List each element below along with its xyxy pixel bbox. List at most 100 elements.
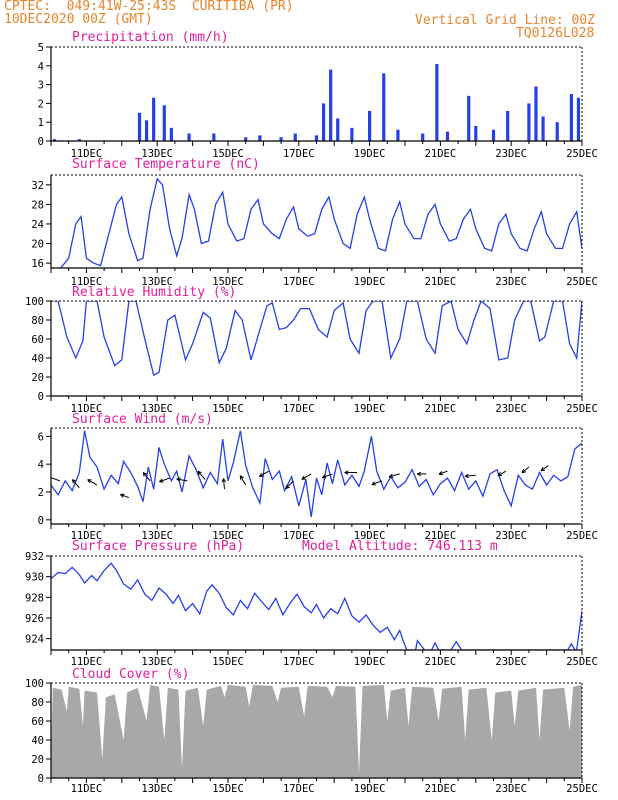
rh-x-tick-label: 21DEC (425, 403, 457, 415)
precip-x-tick-label: 23DEC (495, 148, 527, 160)
wind-arrow (417, 471, 427, 477)
header-grid-note: Vertical Grid Line: 00Z (415, 13, 596, 28)
pres-y-tick-label: 926 (25, 613, 44, 625)
precip-bar (506, 110, 510, 141)
cloud-x-tick-label: 25DEC (566, 783, 598, 795)
temp-panel: Surface Temperature (nC) 16 20 24 28 32 11DEC 1… (31, 157, 597, 288)
precip-bar (527, 103, 531, 141)
model-altitude-label: Model Altitude: 746.113 m (302, 539, 498, 554)
cloud-x-tick-label: 13DEC (141, 783, 173, 795)
pres-x-tick-label: 11DEC (71, 656, 103, 668)
wind-arrow (285, 480, 294, 489)
wind-x-tick-label: 15DEC (212, 530, 244, 542)
wind-arrow (87, 479, 98, 486)
precip-bar (467, 95, 471, 141)
temp-y-tick-label: 24 (31, 219, 44, 231)
pres-series-line (51, 562, 582, 650)
temp-x-tick-label: 11DEC (71, 276, 103, 288)
wind-arrow (321, 473, 333, 479)
wind-x-tick-label: 23DEC (495, 530, 527, 542)
header-code: TQ0126L028 (516, 26, 595, 41)
precip-bar (77, 139, 81, 141)
precip-y-tick-label: 2 (38, 98, 44, 110)
pres-x-tick-label: 19DEC (354, 656, 386, 668)
pres-x-tick-label: 21DEC (425, 656, 457, 668)
wind-arrow (371, 480, 383, 486)
rh-series-line (51, 301, 582, 377)
precip-y-tick-label: 1 (38, 117, 44, 129)
header-date: 10DEC2020 00Z (GMT) (4, 12, 153, 27)
precip-bar (534, 86, 538, 141)
wind-arrow (142, 472, 151, 482)
rh-x-tick-label: 13DEC (141, 403, 173, 415)
temp-x-tick-label: 17DEC (283, 276, 315, 288)
precip-x-tick-label: 21DEC (425, 148, 457, 160)
cloud-title: Cloud Cover (%) (72, 667, 189, 682)
precip-bar (144, 120, 149, 141)
wind-panel: Surface Wind (m/s) 0 2 4 6 11DEC 13DEC 15DEC 17D… (38, 412, 598, 542)
temp-x-tick-label: 25DEC (566, 276, 598, 288)
wind-arrow (464, 473, 476, 479)
precip-bar (396, 129, 400, 141)
temp-series-line (51, 177, 582, 268)
rh-y-tick-label: 20 (31, 372, 44, 384)
precip-bar (491, 129, 496, 141)
precip-bar (421, 133, 425, 141)
wind-x-tick-label: 13DEC (141, 530, 173, 542)
precip-bar (279, 137, 283, 141)
pres-x-tick-label: 13DEC (141, 656, 173, 668)
rh-x-tick-label: 17DEC (283, 403, 315, 415)
wind-arrow (239, 475, 247, 486)
wind-arrow (176, 477, 188, 482)
wind-y-tick-label: 6 (38, 431, 44, 443)
precip-y-tick-label: 3 (38, 80, 44, 92)
precip-title: Precipitation (mm/h) (72, 30, 229, 45)
wind-arrow (344, 470, 358, 475)
precip-x-tick-label: 13DEC (141, 148, 173, 160)
rh-title: Relative Humidity (%) (72, 285, 236, 300)
wind-x-tick-label: 11DEC (71, 530, 103, 542)
precip-bar (329, 69, 333, 141)
cloud-y-tick-label: 0 (38, 773, 44, 785)
temp-y-tick-label: 28 (31, 199, 44, 211)
wind-arrow (497, 470, 507, 477)
wind-y-tick-label: 4 (38, 459, 44, 471)
precip-bar (576, 97, 581, 141)
pres-y-tick-label: 930 (25, 572, 44, 584)
pres-y-tick-label: 928 (25, 592, 44, 604)
precip-bar (541, 116, 545, 141)
cloud-y-tick-label: 100 (25, 678, 44, 690)
wind-x-tick-label: 25DEC (566, 530, 598, 542)
pres-x-tick-label: 15DEC (212, 656, 244, 668)
precip-bar (474, 125, 478, 141)
cloud-panel: Cloud Cover (%) 0 20 40 60 80 100 11DEC 13DEC 15D… (25, 667, 598, 795)
temp-y-tick-label: 20 (31, 239, 44, 251)
temp-x-tick-label: 13DEC (141, 276, 173, 288)
cloud-y-tick-label: 80 (31, 697, 44, 709)
precip-y-tick-label: 4 (38, 61, 44, 73)
cloud-y-tick-label: 60 (31, 716, 44, 728)
precip-y-tick-label: 0 (38, 136, 44, 148)
header-location: CPTEC: 049:41W-25:43S CURITIBA (PR) (4, 0, 294, 14)
rh-x-tick-label: 15DEC (212, 403, 244, 415)
precip-panel: Precipitation (mm/h) 0 1 2 3 4 5 11DEC 13DEC 15DE… (38, 30, 598, 160)
precip-bar (336, 118, 340, 141)
wind-arrow (221, 478, 226, 490)
rh-x-tick-label: 25DEC (566, 403, 598, 415)
rh-y-tick-label: 0 (38, 391, 44, 403)
pres-panel: Surface Pressure (hPa) Model Altitude: 74… (25, 539, 598, 668)
rh-x-tick-label: 19DEC (354, 403, 386, 415)
precip-bar (244, 137, 248, 141)
cloud-cover-area (51, 684, 582, 778)
precip-bar (314, 135, 319, 141)
precip-x-tick-label: 15DEC (212, 148, 244, 160)
cloud-x-tick-label: 21DEC (425, 783, 457, 795)
pres-y-tick-label: 924 (25, 634, 44, 646)
rh-panel: Relative Humidity (%) 0 20 40 60 80 100 11DEC 13… (25, 285, 598, 415)
cloud-x-tick-label: 23DEC (495, 783, 527, 795)
temp-x-tick-label: 19DEC (354, 276, 386, 288)
precip-bar (212, 133, 216, 141)
wind-arrow (388, 473, 400, 478)
wind-arrow (438, 470, 448, 476)
